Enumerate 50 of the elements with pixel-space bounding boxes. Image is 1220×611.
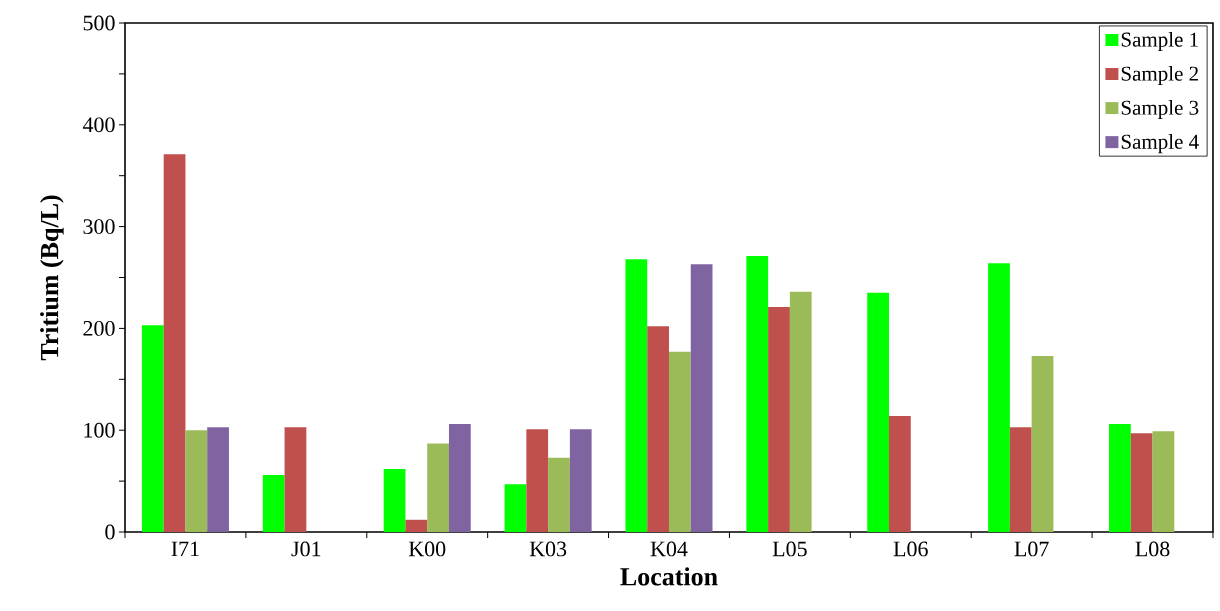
bar — [405, 519, 428, 532]
legend-label: Sample 4 — [1121, 134, 1199, 154]
bar — [383, 468, 406, 532]
x-tick-label: K04 — [650, 541, 688, 557]
legend-label: Sample 1 — [1121, 31, 1198, 51]
bar — [427, 443, 449, 532]
bar — [207, 427, 229, 532]
bar — [625, 259, 648, 532]
x-tick-label: J01 — [291, 541, 321, 557]
bar — [668, 351, 691, 532]
x-tick-label: L08 — [1135, 541, 1170, 557]
bar — [789, 291, 812, 532]
y-tick-label: 200 — [83, 320, 115, 336]
x-axis-title: Location — [620, 567, 718, 586]
bar — [141, 325, 164, 532]
bar — [1109, 424, 1131, 532]
bar — [548, 457, 570, 532]
bar — [185, 430, 208, 532]
bar — [889, 415, 911, 532]
bar — [988, 263, 1010, 532]
bar — [262, 474, 285, 532]
legend-label: Sample 3 — [1121, 100, 1199, 120]
bar — [569, 429, 592, 532]
y-tick-label: 0 — [105, 524, 115, 540]
x-tick-label: L07 — [1014, 541, 1049, 557]
bar — [284, 427, 307, 532]
bar — [1130, 433, 1153, 532]
x-tick-label: K03 — [529, 541, 567, 557]
bar — [867, 292, 889, 532]
bar — [690, 264, 713, 532]
y-tick-label: 100 — [84, 422, 115, 438]
y-axis-title: Tritium (Bq/L) — [40, 195, 64, 361]
bar — [163, 154, 186, 532]
bar — [647, 326, 669, 532]
bar — [448, 424, 471, 532]
x-tick-label: I71 — [171, 541, 199, 557]
bar — [1009, 427, 1032, 532]
x-tick-label: L05 — [772, 541, 807, 557]
bar — [504, 484, 527, 532]
x-tick-label: L06 — [893, 541, 928, 557]
y-tick-label: 300 — [83, 219, 115, 235]
bar — [1031, 355, 1054, 532]
bar — [746, 256, 769, 532]
bar — [526, 429, 549, 532]
x-tick-label: K00 — [408, 541, 446, 557]
bar — [1152, 431, 1175, 532]
legend-label: Sample 2 — [1121, 65, 1198, 86]
y-tick-label: 400 — [82, 117, 115, 133]
y-tick-label: 500 — [83, 15, 115, 31]
bar — [768, 307, 790, 532]
